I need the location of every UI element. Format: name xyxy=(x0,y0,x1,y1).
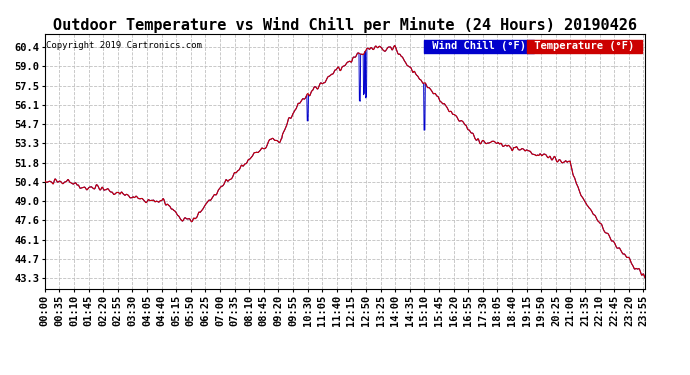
Text: Wind Chill (°F): Wind Chill (°F) xyxy=(426,41,532,51)
Title: Outdoor Temperature vs Wind Chill per Minute (24 Hours) 20190426: Outdoor Temperature vs Wind Chill per Mi… xyxy=(53,16,637,33)
Text: Copyright 2019 Cartronics.com: Copyright 2019 Cartronics.com xyxy=(46,41,202,50)
Text: Temperature (°F): Temperature (°F) xyxy=(528,41,640,51)
